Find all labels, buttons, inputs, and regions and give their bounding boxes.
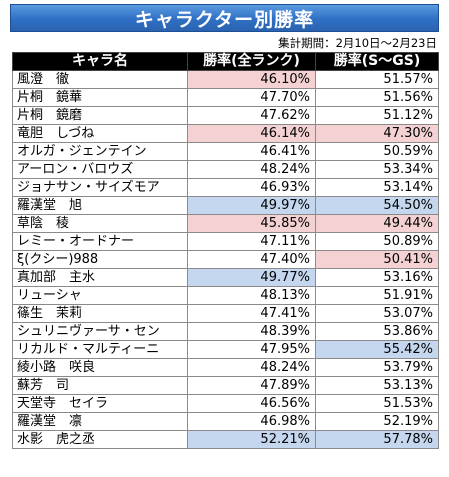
character-name-cell[interactable]: リカルド・マルティーニ — [12, 340, 188, 359]
win-rate-all-cell[interactable]: 49.97% — [187, 196, 316, 215]
win-rate-table: キャラ名 勝率(全ランク) 勝率(S～GS) 風澄 徹 46.10% 51.57% 片… — [12, 52, 439, 449]
win-rate-all-cell[interactable]: 47.40% — [187, 250, 316, 269]
win-rate-all-cell[interactable]: 48.39% — [187, 322, 316, 341]
win-rate-sgs-cell[interactable]: 55.42% — [315, 340, 439, 359]
win-rate-sgs-cell[interactable]: 54.50% — [315, 196, 439, 215]
table-row: シュリニヴァーサ・セン 48.39% 53.86% — [12, 322, 439, 341]
table-row: 羅漢堂 凛 46.98% 52.19% — [12, 412, 439, 431]
win-rate-sgs-cell[interactable]: 53.07% — [315, 304, 439, 323]
win-rate-sgs-cell[interactable]: 51.56% — [315, 88, 439, 107]
win-rate-sgs-cell[interactable]: 53.79% — [315, 358, 439, 377]
table-row: 天堂寺 セイラ 46.56% 51.53% — [12, 394, 439, 413]
win-rate-all-cell[interactable]: 46.41% — [187, 142, 316, 161]
table-row: リューシャ 48.13% 51.91% — [12, 286, 439, 305]
character-name-cell[interactable]: 真加部 主水 — [12, 268, 188, 287]
table-row: 片桐 鏡磨 47.62% 51.12% — [12, 106, 439, 125]
character-name-cell[interactable]: シュリニヴァーサ・セン — [12, 322, 188, 341]
win-rate-all-cell[interactable]: 45.85% — [187, 214, 316, 233]
win-rate-sgs-cell[interactable]: 53.86% — [315, 322, 439, 341]
character-name-cell[interactable]: ジョナサン・サイズモア — [12, 178, 188, 197]
header-win-rate-all-ranks[interactable]: 勝率(全ランク) — [187, 52, 316, 71]
table-row: 竜胆 しづね 46.14% 47.30% — [12, 124, 439, 143]
win-rate-sgs-cell[interactable]: 52.19% — [315, 412, 439, 431]
page-title: キャラクター別勝率 — [10, 4, 439, 32]
win-rate-all-cell[interactable]: 49.77% — [187, 268, 316, 287]
win-rate-sgs-cell[interactable]: 50.59% — [315, 142, 439, 161]
win-rate-all-cell[interactable]: 46.14% — [187, 124, 316, 143]
table-row: ξ(クシー)988 47.40% 50.41% — [12, 250, 439, 269]
table-row: 風澄 徹 46.10% 51.57% — [12, 70, 439, 89]
character-name-cell[interactable]: 風澄 徹 — [12, 70, 188, 89]
win-rate-sgs-cell[interactable]: 53.13% — [315, 376, 439, 395]
table-row: 水影 虎之丞 52.21% 57.78% — [12, 430, 439, 449]
win-rate-sgs-cell[interactable]: 49.44% — [315, 214, 439, 233]
win-rate-all-cell[interactable]: 48.13% — [187, 286, 316, 305]
table-row: オルガ・ジェンテイン 46.41% 50.59% — [12, 142, 439, 161]
win-rate-all-cell[interactable]: 46.10% — [187, 70, 316, 89]
win-rate-sgs-cell[interactable]: 51.53% — [315, 394, 439, 413]
table-row: 片桐 鏡華 47.70% 51.56% — [12, 88, 439, 107]
table-row: レミー・オードナー 47.11% 50.89% — [12, 232, 439, 251]
win-rate-all-cell[interactable]: 48.24% — [187, 160, 316, 179]
table-row: アーロン・バロウズ 48.24% 53.34% — [12, 160, 439, 179]
win-rate-sgs-cell[interactable]: 50.41% — [315, 250, 439, 269]
win-rate-sgs-cell[interactable]: 51.91% — [315, 286, 439, 305]
win-rate-sgs-cell[interactable]: 51.12% — [315, 106, 439, 125]
character-name-cell[interactable]: オルガ・ジェンテイン — [12, 142, 188, 161]
header-win-rate-s-gs[interactable]: 勝率(S～GS) — [315, 52, 439, 71]
win-rate-sgs-cell[interactable]: 51.57% — [315, 70, 439, 89]
win-rate-all-cell[interactable]: 47.62% — [187, 106, 316, 125]
win-rate-all-cell[interactable]: 46.98% — [187, 412, 316, 431]
character-name-cell[interactable]: 片桐 鏡磨 — [12, 106, 188, 125]
character-name-cell[interactable]: ξ(クシー)988 — [12, 250, 188, 269]
table-row: 綾小路 咲良 48.24% 53.79% — [12, 358, 439, 377]
character-name-cell[interactable]: 水影 虎之丞 — [12, 430, 188, 449]
character-name-cell[interactable]: 竜胆 しづね — [12, 124, 188, 143]
character-name-cell[interactable]: 蘇芳 司 — [12, 376, 188, 395]
header-character-name[interactable]: キャラ名 — [12, 52, 188, 71]
win-rate-sgs-cell[interactable]: 53.14% — [315, 178, 439, 197]
win-rate-sgs-cell[interactable]: 57.78% — [315, 430, 439, 449]
win-rate-all-cell[interactable]: 47.89% — [187, 376, 316, 395]
character-name-cell[interactable]: 羅漢堂 旭 — [12, 196, 188, 215]
character-name-cell[interactable]: 篠生 茉莉 — [12, 304, 188, 323]
win-rate-all-cell[interactable]: 47.11% — [187, 232, 316, 251]
win-rate-all-cell[interactable]: 46.56% — [187, 394, 316, 413]
character-name-cell[interactable]: 羅漢堂 凛 — [12, 412, 188, 431]
aggregation-period: 集計期間：2月10日～2月23日 — [278, 36, 437, 50]
win-rate-all-cell[interactable]: 46.93% — [187, 178, 316, 197]
character-name-cell[interactable]: アーロン・バロウズ — [12, 160, 188, 179]
win-rate-sgs-cell[interactable]: 53.16% — [315, 268, 439, 287]
win-rate-sgs-cell[interactable]: 53.34% — [315, 160, 439, 179]
win-rate-all-cell[interactable]: 47.70% — [187, 88, 316, 107]
win-rate-all-cell[interactable]: 47.41% — [187, 304, 316, 323]
character-name-cell[interactable]: 綾小路 咲良 — [12, 358, 188, 377]
header-row: キャラ名 勝率(全ランク) 勝率(S～GS) — [12, 52, 439, 71]
table-row: 羅漢堂 旭 49.97% 54.50% — [12, 196, 439, 215]
table-row: 真加部 主水 49.77% 53.16% — [12, 268, 439, 287]
table-row: ジョナサン・サイズモア 46.93% 53.14% — [12, 178, 439, 197]
win-rate-sgs-cell[interactable]: 47.30% — [315, 124, 439, 143]
table-row: 篠生 茉莉 47.41% 53.07% — [12, 304, 439, 323]
win-rate-all-cell[interactable]: 52.21% — [187, 430, 316, 449]
win-rate-sgs-cell[interactable]: 50.89% — [315, 232, 439, 251]
character-name-cell[interactable]: レミー・オードナー — [12, 232, 188, 251]
character-name-cell[interactable]: リューシャ — [12, 286, 188, 305]
win-rate-all-cell[interactable]: 47.95% — [187, 340, 316, 359]
table-row: 草陰 稜 45.85% 49.44% — [12, 214, 439, 233]
character-name-cell[interactable]: 草陰 稜 — [12, 214, 188, 233]
win-rate-all-cell[interactable]: 48.24% — [187, 358, 316, 377]
table-row: 蘇芳 司 47.89% 53.13% — [12, 376, 439, 395]
table-row: リカルド・マルティーニ 47.95% 55.42% — [12, 340, 439, 359]
character-name-cell[interactable]: 天堂寺 セイラ — [12, 394, 188, 413]
character-name-cell[interactable]: 片桐 鏡華 — [12, 88, 188, 107]
